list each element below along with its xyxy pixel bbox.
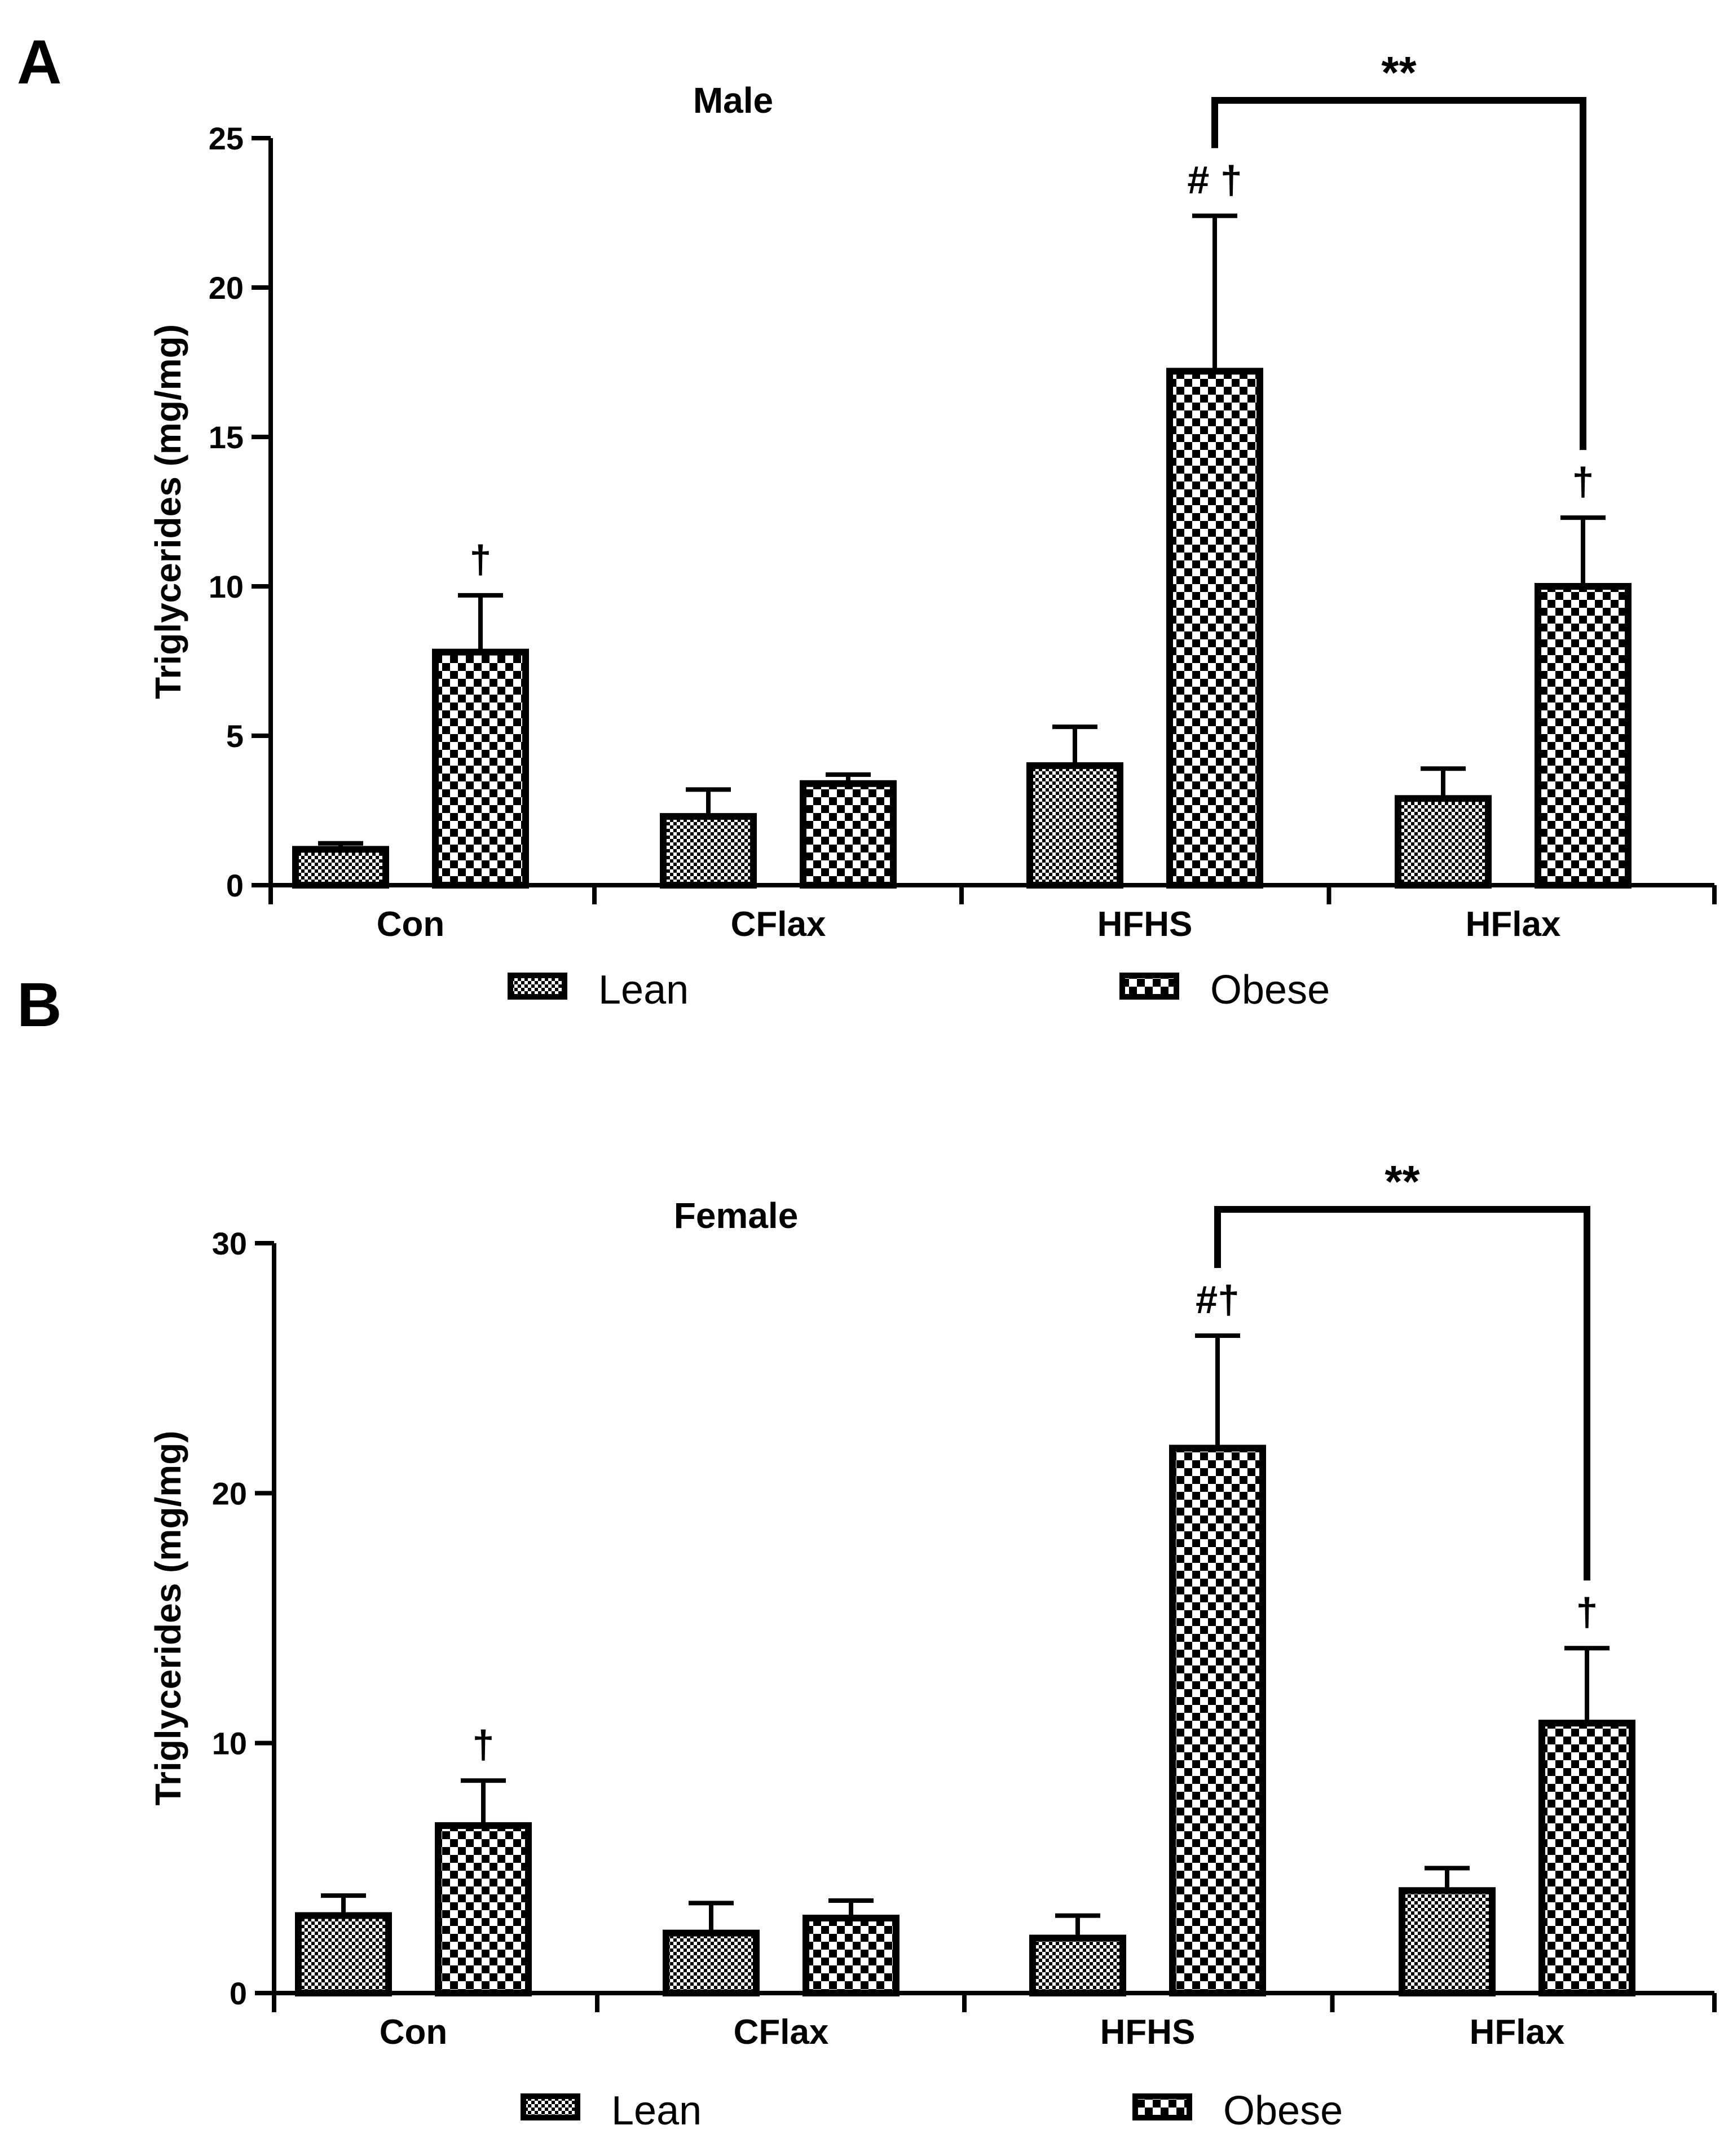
- y-tick-label: 5: [226, 718, 244, 754]
- x-tick-label-hfhs: HFHS: [1097, 905, 1193, 944]
- y-axis-label: Triglycerides (mg/mg): [148, 1430, 188, 1805]
- y-tick-label: 20: [209, 270, 244, 306]
- y-tick-label: 0: [230, 1976, 247, 2011]
- y-tick-label: 0: [226, 868, 244, 903]
- significance-marker: †: [473, 1722, 495, 1766]
- y-tick-label: 20: [212, 1475, 247, 1511]
- legend-label-obese: Obese: [1210, 967, 1330, 1013]
- chart-title: Female: [674, 1195, 799, 1236]
- chart-title: Male: [693, 80, 773, 121]
- x-tick-label-hflax: HFlax: [1466, 905, 1561, 944]
- significance-label: **: [1381, 47, 1417, 98]
- x-tick-label-cflax: CFlax: [731, 905, 826, 944]
- significance-bracket: [1214, 1206, 1590, 1581]
- significance-label: **: [1385, 1156, 1420, 1207]
- legend-label-lean: Lean: [598, 967, 689, 1013]
- y-tick-label: 30: [212, 1226, 247, 1261]
- significance-marker: # †: [1187, 158, 1242, 202]
- bar-lean-hfhs: [1026, 762, 1123, 889]
- panel-b: B Female 0 10 20 30 Triglycerides (mg/mg) Con CF…: [17, 970, 1717, 2133]
- bar-lean-cflax: [663, 1929, 760, 1997]
- bar-obese-cflax: [803, 1915, 900, 1996]
- legend-swatch-obese: [1132, 2093, 1192, 2120]
- bar-lean-hflax: [1395, 795, 1492, 889]
- bar-obese-hflax: [1538, 1720, 1635, 1996]
- significance-marker: #†: [1196, 1278, 1240, 1322]
- y-axis-label: Triglycerides (mg/mg): [148, 324, 188, 699]
- bar-lean-con: [292, 846, 389, 889]
- x-tick-label-con: Con: [380, 2013, 448, 2052]
- bar-obese-cflax: [800, 780, 897, 889]
- bar-obese-con: [435, 1822, 532, 1996]
- y-tick-label: 25: [209, 121, 244, 156]
- bar-lean-con: [295, 1912, 392, 1996]
- bar-obese-con: [432, 648, 529, 889]
- legend: Lean Obese: [508, 967, 1330, 1013]
- x-tick-label-con: Con: [377, 905, 445, 944]
- significance-marker: †: [1572, 460, 1594, 503]
- bar-obese-hfhs: [1169, 1444, 1266, 1997]
- y-tick-label: 10: [212, 1726, 247, 1761]
- bar-lean-hfhs: [1029, 1934, 1126, 1996]
- legend-swatch-lean: [521, 2093, 580, 2120]
- legend-swatch-lean: [508, 973, 567, 1000]
- legend: Lean Obese: [521, 2088, 1343, 2133]
- bar-lean-cflax: [660, 813, 757, 889]
- significance-marker: †: [470, 537, 492, 581]
- panel-a: A Male 0 5 10 15 20 25 Triglycerides (mg/mg) Con C…: [17, 28, 1717, 1013]
- bar-obese-hflax: [1535, 583, 1632, 889]
- x-tick-label-hfhs: HFHS: [1100, 2013, 1196, 2052]
- bar-lean-hflax: [1399, 1887, 1496, 1997]
- legend-label-obese: Obese: [1223, 2088, 1343, 2133]
- bar-obese-hfhs: [1166, 368, 1263, 889]
- x-tick-label-cflax: CFlax: [734, 2013, 829, 2052]
- x-tick-label-hflax: HFlax: [1470, 2013, 1565, 2052]
- panel-letter: A: [17, 28, 61, 97]
- legend-label-lean: Lean: [611, 2088, 702, 2133]
- y-tick-label: 10: [209, 569, 244, 604]
- legend-swatch-obese: [1119, 973, 1179, 1000]
- significance-bracket: [1211, 97, 1586, 450]
- significance-marker: †: [1576, 1590, 1598, 1634]
- panel-letter: B: [17, 970, 61, 1040]
- y-tick-label: 15: [209, 419, 244, 455]
- chart-root: A Male 0 5 10 15 20 25 Triglycerides (mg/mg) Con C…: [17, 28, 1717, 2133]
